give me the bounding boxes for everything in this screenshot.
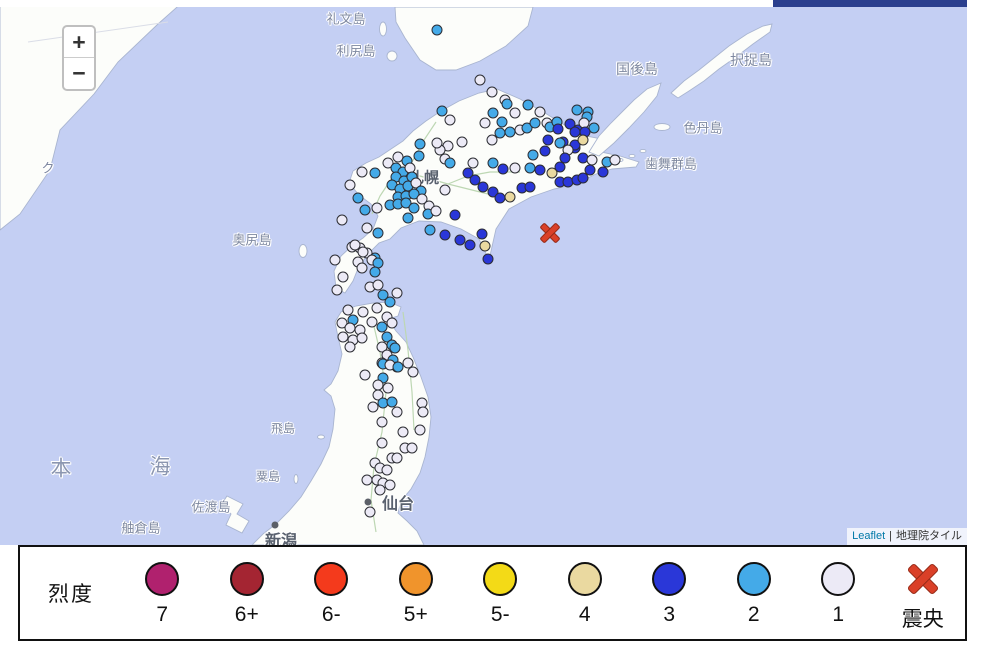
legend-label: 4 [578,603,591,626]
legend-label: 7 [156,603,169,626]
legend-title: 烈度 [48,583,94,606]
intensity-legend: 烈度 7 6+ 6- 5+ 5- 4 3 2 1 震央 [18,545,967,641]
sado-island [220,495,250,534]
legend-item-1: 1 [796,547,881,639]
tobishima-island [317,434,325,440]
rishiri-island [386,50,398,62]
legend-swatch-5- [483,562,518,596]
legend-item-2: 2 [712,547,797,639]
legend-label: 6- [321,603,341,626]
zoom-control: + − [62,25,96,91]
legend-swatch-7 [145,562,180,596]
sakhalin-landmass [394,7,534,71]
tile-provider-link[interactable]: 地理院タイル [896,530,962,542]
map-attribution: Leaflet | 地理院タイル [847,528,967,545]
legend-item-7: 7 [120,547,205,639]
etorofu-island [670,23,773,99]
habomai-islet [628,153,636,159]
legend-item-6-: 6- [289,547,374,639]
legend-swatch-5+ [398,562,433,596]
legend-label: 3 [663,603,676,626]
header-bar [773,0,967,7]
okushiri-island [298,244,308,258]
legend-swatch-2 [736,562,771,596]
legend-swatch-6+ [229,562,264,596]
legend-label: 5- [490,603,510,626]
legend-swatch-1 [821,562,856,596]
legend-item-6+: 6+ [205,547,290,639]
hokkaido-landmass [333,88,640,294]
kunashiri-island [588,82,662,157]
legend-label: 5+ [403,603,428,626]
primorye-coast-landmass [0,7,178,231]
rebun-island [379,21,387,37]
shikotan-island [653,123,671,131]
zoom-in-button[interactable]: + [64,27,94,58]
legend-item-4: 4 [543,547,628,639]
map-canvas[interactable] [0,7,967,545]
legend-label: 2 [747,603,760,626]
basemap [0,7,773,545]
zoom-out-button[interactable]: − [64,58,94,89]
attribution-separator: | [889,530,892,542]
awashima-island [293,474,299,484]
legend-item-5+: 5+ [374,547,459,639]
honshu-landmass [251,301,432,545]
habomai-islet [616,157,624,163]
habomai-islet [639,148,647,154]
legend-item-震央: 震央 [881,547,966,639]
legend-swatch-4 [567,562,602,596]
legend-items: 7 6+ 6- 5+ 5- 4 3 2 1 震央 [120,547,965,639]
legend-item-5-: 5- [458,547,543,639]
legend-label: 1 [832,603,845,626]
sea-boundary-line [27,21,169,43]
legend-swatch-3 [652,562,687,596]
legend-label: 6+ [234,603,259,626]
epicenter-x-icon [906,562,940,596]
legend-swatch-6- [314,562,349,596]
leaflet-link[interactable]: Leaflet [852,530,886,542]
legend-label: 震央 [901,608,944,631]
legend-item-3: 3 [627,547,712,639]
